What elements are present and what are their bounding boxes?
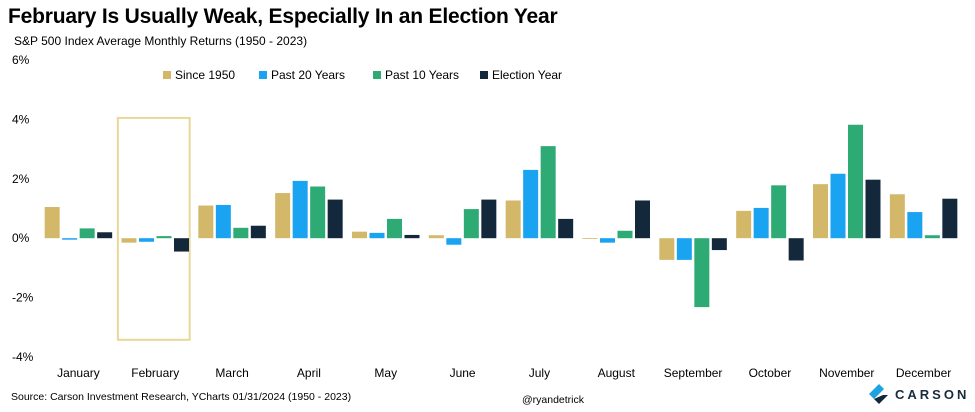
source-note: Source: Carson Investment Research, YCha… xyxy=(11,391,352,403)
y-tick-label: 6% xyxy=(12,53,30,67)
bar-election-year xyxy=(481,199,497,239)
legend-swatch xyxy=(480,71,488,79)
bar-past-20-years xyxy=(62,238,78,240)
bar-past-20-years xyxy=(446,238,462,245)
bar-since-1950 xyxy=(352,231,367,239)
bar-election-year xyxy=(558,218,574,239)
bar-past-20-years xyxy=(676,238,692,260)
author-handle: @ryandetrick xyxy=(522,394,585,406)
bar-past-10-years xyxy=(310,186,326,239)
x-category-label: July xyxy=(529,366,550,380)
bar-since-1950 xyxy=(505,200,521,239)
bar-past-20-years xyxy=(292,180,308,239)
bar-past-20-years xyxy=(907,212,923,239)
bar-election-year xyxy=(635,200,650,239)
legend-swatch xyxy=(259,71,267,79)
legend-label: Past 10 Years xyxy=(385,68,459,82)
x-category-label: May xyxy=(374,366,397,380)
bar-since-1950 xyxy=(198,205,214,239)
bar-past-20-years xyxy=(523,169,539,239)
bar-past-10-years xyxy=(540,146,556,239)
chart-title: February Is Usually Weak, Especially In … xyxy=(8,5,558,28)
bar-since-1950 xyxy=(582,238,598,239)
bar-since-1950 xyxy=(659,238,675,260)
x-category-label: October xyxy=(749,366,792,380)
x-category-label: September xyxy=(664,366,723,380)
bar-election-year xyxy=(865,179,881,239)
y-tick-label: 2% xyxy=(12,172,30,186)
bar-election-year xyxy=(250,225,266,239)
bar-since-1950 xyxy=(736,210,752,239)
y-tick-label: 0% xyxy=(12,231,30,245)
x-category-label: June xyxy=(450,366,476,380)
bar-past-20-years xyxy=(830,173,846,239)
bar-past-20-years xyxy=(139,238,154,242)
x-category-label: March xyxy=(215,366,248,380)
chart-subtitle: S&P 500 Index Average Monthly Returns (1… xyxy=(14,34,308,48)
bar-election-year xyxy=(327,199,343,239)
legend-label: Since 1950 xyxy=(175,68,235,82)
bar-since-1950 xyxy=(428,235,444,239)
bar-past-10-years xyxy=(771,185,787,239)
bar-since-1950 xyxy=(44,207,60,239)
x-category-label: December xyxy=(896,366,951,380)
bar-past-20-years xyxy=(215,204,231,239)
x-category-label: August xyxy=(598,366,636,380)
bar-since-1950 xyxy=(121,238,137,243)
bar-past-10-years xyxy=(463,209,479,239)
bar-past-10-years xyxy=(233,227,249,239)
bar-election-year xyxy=(97,232,113,239)
bar-past-10-years xyxy=(156,236,172,239)
bar-election-year xyxy=(788,238,804,261)
bar-past-10-years xyxy=(924,235,940,239)
x-category-label: January xyxy=(57,366,100,380)
legend-label: Past 20 Years xyxy=(271,68,345,82)
bar-past-10-years xyxy=(848,124,863,239)
bar-since-1950 xyxy=(813,184,828,239)
bar-past-10-years xyxy=(694,238,710,308)
x-category-label: April xyxy=(297,366,321,380)
legend-swatch xyxy=(373,71,381,79)
bar-past-20-years xyxy=(600,238,615,243)
y-tick-label: -4% xyxy=(12,350,34,364)
bar-election-year xyxy=(174,238,189,252)
carson-logo: CARSON xyxy=(867,383,969,405)
bar-election-year xyxy=(942,198,958,239)
legend-swatch xyxy=(163,71,171,79)
bar-since-1950 xyxy=(889,194,905,239)
bar-election-year xyxy=(404,234,420,239)
bar-past-20-years xyxy=(753,207,769,239)
bar-past-10-years xyxy=(387,218,402,239)
bar-election-year xyxy=(711,238,727,251)
x-category-label: February xyxy=(131,366,179,380)
x-category-label: November xyxy=(819,366,874,380)
february-highlight-box xyxy=(116,116,191,341)
legend-label: Election Year xyxy=(492,68,562,82)
y-tick-label: -2% xyxy=(12,291,34,305)
bar-past-10-years xyxy=(617,230,633,239)
y-tick-label: 4% xyxy=(12,112,30,126)
bar-since-1950 xyxy=(275,193,291,239)
bar-past-10-years xyxy=(79,228,95,239)
bar-past-20-years xyxy=(369,232,385,239)
carson-logo-text: CARSON xyxy=(895,386,970,402)
carson-logo-icon xyxy=(869,384,888,404)
